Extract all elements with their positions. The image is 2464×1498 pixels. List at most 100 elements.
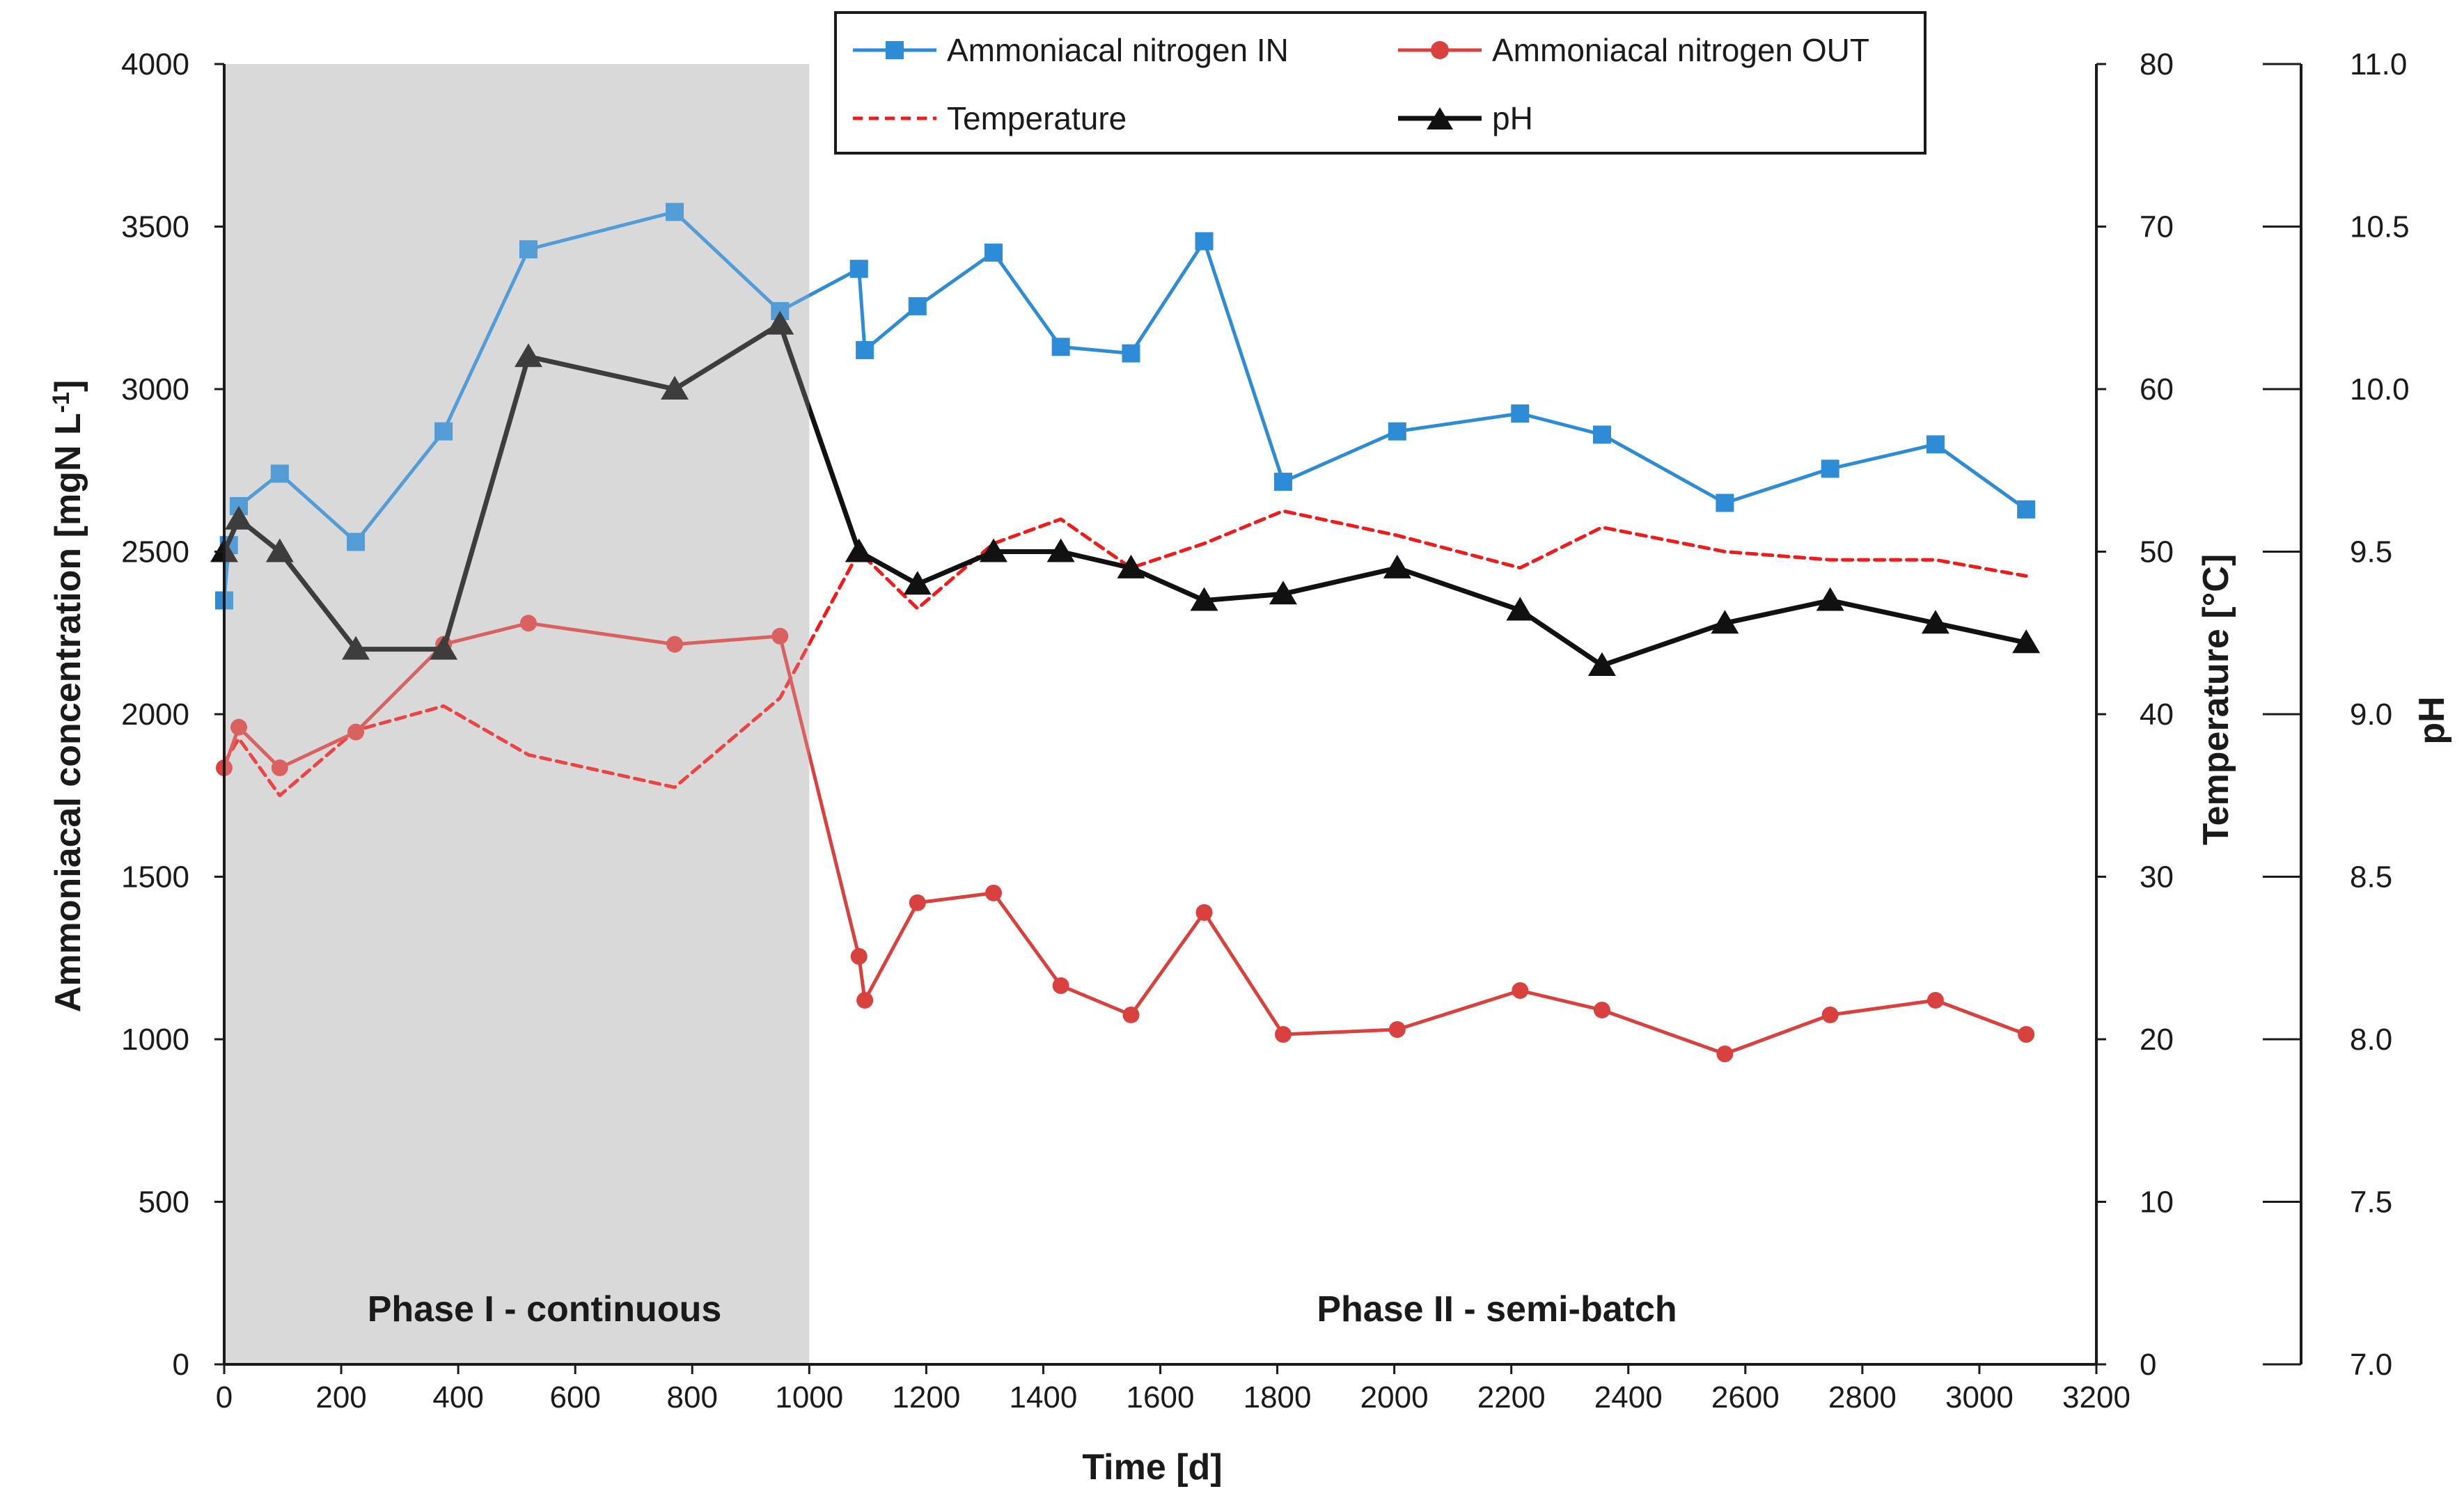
data-point-triangle <box>845 538 873 562</box>
y-axis-title-close: ] <box>48 380 88 392</box>
x-tick-label: 3000 <box>1945 1380 2014 1414</box>
data-point-square <box>1511 404 1530 423</box>
data-point-triangle <box>1816 587 1844 611</box>
data-point-circle <box>1716 1046 1734 1063</box>
y3-tick-label: 7.5 <box>2350 1185 2392 1220</box>
data-point-square <box>856 340 874 359</box>
data-point-circle <box>856 991 874 1009</box>
y3-tick-label: 10.5 <box>2350 210 2410 244</box>
legend-entry-in: Ammoniacal nitrogen IN <box>853 32 1289 68</box>
data-point-square <box>1195 232 1214 251</box>
data-point-triangle <box>2012 629 2041 654</box>
y-tick-label: 1500 <box>121 860 189 894</box>
y2-tick-label: 20 <box>2140 1023 2174 1057</box>
data-point-triangle <box>430 636 458 660</box>
data-point-triangle <box>1190 587 1218 611</box>
y2-tick-label: 60 <box>2140 372 2174 407</box>
phase-2-label: Phase II - semi-batch <box>1317 1289 1677 1330</box>
data-point-square <box>849 260 868 278</box>
data-point-square <box>1716 494 1734 512</box>
data-point-triangle <box>980 538 1008 562</box>
data-point-square <box>1926 435 1945 454</box>
data-point-square <box>519 240 537 259</box>
y3-tick-label: 9.5 <box>2350 535 2392 569</box>
x-tick-label: 2600 <box>1711 1380 1780 1414</box>
x-tick-label: 2800 <box>1828 1380 1897 1414</box>
data-point-square <box>1051 338 1070 356</box>
legend-label-ph: pH <box>1492 100 1533 136</box>
data-point-circle <box>271 759 288 777</box>
data-point-circle <box>2018 1025 2035 1043</box>
data-point-square <box>434 422 453 441</box>
data-point-triangle <box>903 571 932 595</box>
data-point-circle <box>1122 1006 1140 1023</box>
x-tick-label: 1000 <box>775 1380 843 1414</box>
x-tick-label: 1600 <box>1127 1380 1195 1414</box>
y-axis-title-main: Ammoniacal concentration [mgN L <box>48 413 88 1012</box>
data-point-square <box>666 203 684 221</box>
x-axis-title: Time [d] <box>1082 1447 1222 1488</box>
data-point-triangle <box>766 310 794 335</box>
data-point-triangle <box>1269 581 1297 605</box>
phase-1-label: Phase I - continuous <box>368 1289 722 1330</box>
axes-layer: 0 200 400 600 800 1000 1200 1400 1600 1800 2000 220… <box>121 47 2410 1414</box>
data-point-triangle <box>1506 597 1535 621</box>
x-tick-label: 2000 <box>1360 1380 1429 1414</box>
data-point-circle <box>1512 981 1529 999</box>
y2-axis-title: Temperature [°C] <box>2196 554 2236 846</box>
data-point-circle <box>230 718 248 736</box>
phase-1-shading <box>224 64 810 1364</box>
x-tick-label: 3200 <box>2062 1380 2131 1414</box>
y2-tick-label: 30 <box>2140 860 2174 894</box>
data-point-square <box>2017 500 2036 519</box>
data-point-triangle <box>1711 610 1739 634</box>
y-tick-label: 3500 <box>121 210 189 244</box>
data-point-square <box>347 533 366 551</box>
data-point-circle <box>666 636 684 653</box>
data-point-circle <box>347 723 365 741</box>
y-tick-label: 0 <box>173 1348 189 1382</box>
y2-tick-label: 10 <box>2140 1185 2174 1220</box>
data-point-circle <box>1274 1025 1292 1043</box>
data-point-triangle <box>225 505 253 530</box>
legend-label-out: Ammoniacal nitrogen OUT <box>1492 32 1869 68</box>
data-point-square <box>984 243 1003 262</box>
data-point-triangle <box>1587 652 1616 676</box>
series-layer <box>210 64 2041 1364</box>
legend-entry-out: Ammoniacal nitrogen OUT <box>1398 32 1869 68</box>
y2-tick-label: 0 <box>2140 1348 2156 1382</box>
x-tick-label: 800 <box>667 1380 718 1414</box>
data-point-circle <box>1052 977 1069 994</box>
legend-marker-ph <box>1427 107 1453 129</box>
data-point-triangle <box>1117 554 1145 578</box>
y-tick-label: 4000 <box>121 47 189 81</box>
data-point-triangle <box>514 343 542 368</box>
y-tick-label: 2000 <box>121 697 189 732</box>
data-point-square <box>1821 459 1839 478</box>
data-point-triangle <box>1921 610 1949 634</box>
y3-tick-label: 10.0 <box>2350 372 2410 407</box>
y2-tick-label: 50 <box>2140 535 2174 569</box>
legend-entry-ph: pH <box>1398 100 1533 136</box>
y-tick-label: 2500 <box>121 535 189 569</box>
x-tick-label: 1200 <box>892 1380 960 1414</box>
legend-box <box>834 11 1927 155</box>
data-point-square <box>1273 473 1292 491</box>
legend-marker-out <box>1431 41 1449 59</box>
data-point-circle <box>985 884 1003 901</box>
x-tick-label: 400 <box>432 1380 483 1414</box>
y2-tick-label: 80 <box>2140 47 2174 81</box>
y3-tick-label: 9.0 <box>2350 697 2392 732</box>
data-point-square <box>270 464 289 483</box>
series-line <box>221 322 2029 668</box>
legend-entry-temperature: Temperature <box>853 100 1127 136</box>
data-point-square <box>1388 422 1406 441</box>
series-ph <box>210 310 2041 676</box>
data-point-circle <box>1593 1001 1610 1018</box>
data-point-square <box>908 297 927 315</box>
x-tick-label: 1800 <box>1243 1380 1312 1414</box>
data-point-square <box>1592 425 1611 444</box>
data-point-triangle <box>661 376 689 400</box>
y-axis-title: Ammoniacal concentration [mgN L-1] <box>48 380 88 1013</box>
